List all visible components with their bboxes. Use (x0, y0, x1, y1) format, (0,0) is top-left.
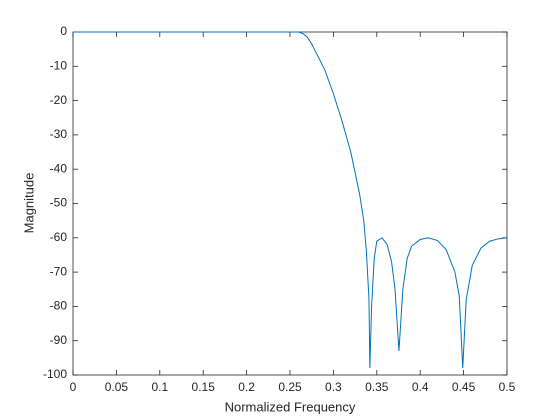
y-tick-label: -100 (43, 367, 67, 381)
x-tick-label: 0.1 (151, 380, 168, 394)
x-tick-label: 0.15 (192, 380, 216, 394)
x-tick-label: 0.05 (105, 380, 129, 394)
x-tick-label: 0.4 (412, 380, 429, 394)
x-tick-label: 0.25 (278, 380, 302, 394)
y-tick-label: 0 (60, 24, 67, 38)
plot-area (72, 31, 508, 376)
y-tick-label: -40 (50, 161, 68, 175)
y-tick-label: -20 (50, 93, 68, 107)
y-tick-label: -50 (50, 196, 68, 210)
y-tick-label: -70 (50, 264, 68, 278)
x-tick-label: 0.5 (499, 380, 516, 394)
line-series (73, 31, 508, 369)
y-tick-label: -60 (50, 230, 68, 244)
x-tick-label: 0.45 (452, 380, 476, 394)
x-tick-label: 0.2 (238, 380, 255, 394)
x-tick-label: 0.3 (325, 380, 342, 394)
y-tick-label: -90 (50, 333, 68, 347)
y-tick-label: -80 (50, 299, 68, 313)
y-axis-label: Magnitude (21, 173, 36, 234)
x-tick-label: 0 (70, 380, 77, 394)
x-axis-label: Normalized Frequency (225, 399, 356, 414)
y-tick-label: -30 (50, 127, 68, 141)
x-tick-label: 0.35 (365, 380, 389, 394)
y-tick-label: -10 (50, 58, 68, 72)
